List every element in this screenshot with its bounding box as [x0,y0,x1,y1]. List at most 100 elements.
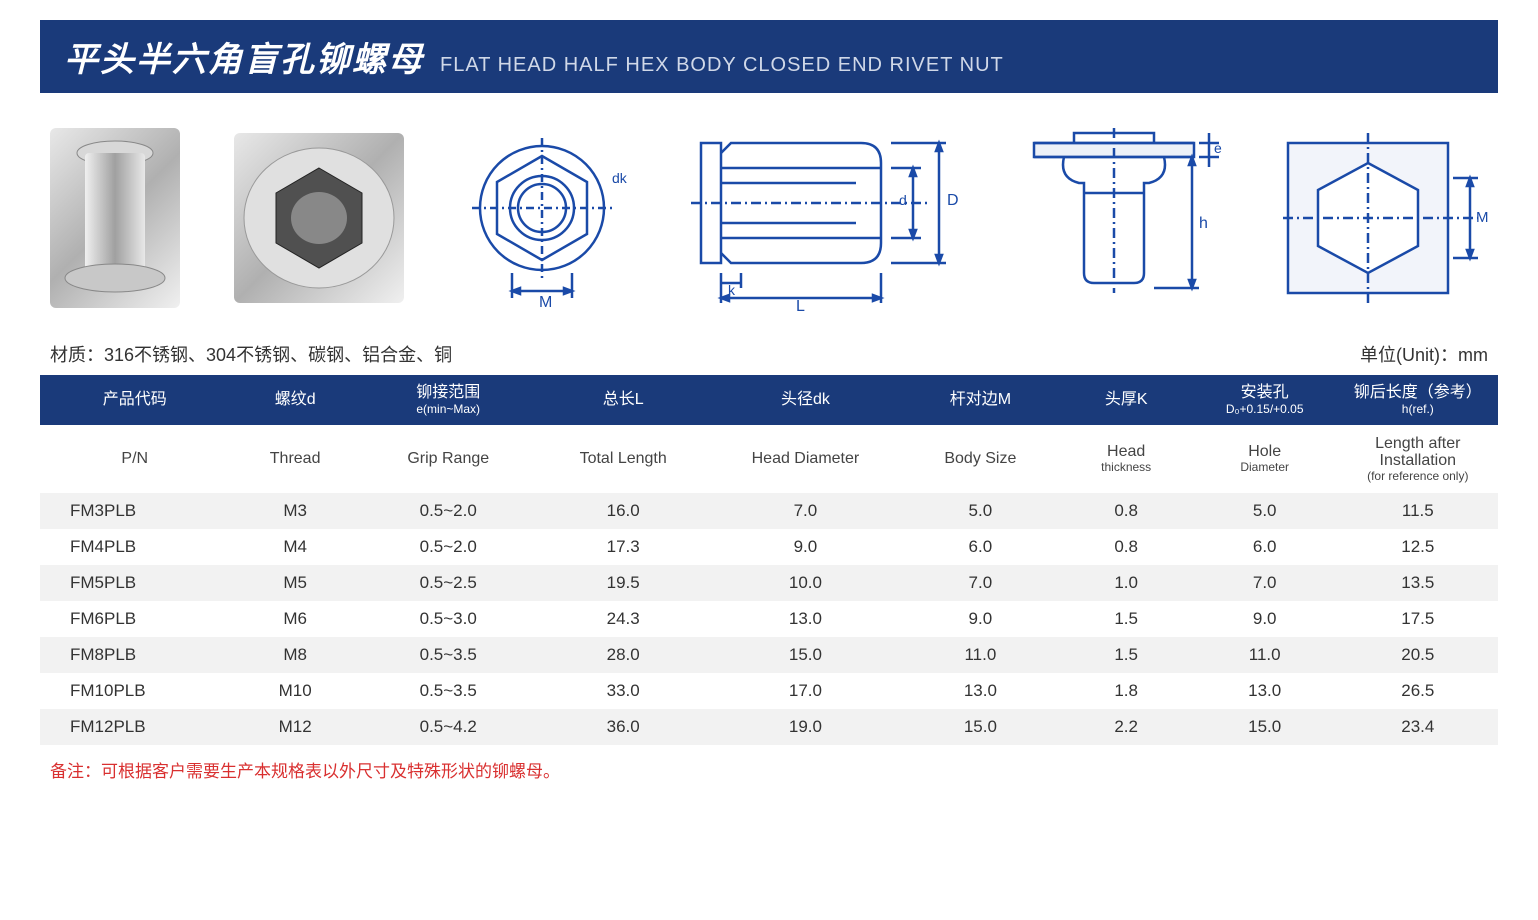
label-M: M [539,294,552,311]
table-header-cell-cn: 安装孔D₀+0.15/+0.05 [1192,375,1338,425]
table-cell: 33.0 [536,673,711,709]
table-cell: 11.0 [1192,637,1338,673]
table-cell: 19.0 [711,709,901,745]
table-row: FM5PLBM50.5~2.519.510.07.01.07.013.5 [40,565,1498,601]
table-header-cell-cn: 产品代码 [40,375,230,425]
table-header-cell-cn: 总长L [536,375,711,425]
table-header-en: P/NThreadGrip RangeTotal LengthHead Diam… [40,425,1498,493]
table-cell: 7.0 [711,493,901,529]
label-L: L [796,298,805,313]
table-cell: 28.0 [536,637,711,673]
diagram-hole-view: M₀ [1278,128,1488,308]
table-cell: 17.5 [1338,601,1498,637]
table-cell: 7.0 [1192,565,1338,601]
table-cell: 11.5 [1338,493,1498,529]
table-cell: 7.0 [900,565,1060,601]
table-cell: 5.0 [1192,493,1338,529]
table-row: FM8PLBM80.5~3.528.015.011.01.511.020.5 [40,637,1498,673]
table-cell: 26.5 [1338,673,1498,709]
table-cell: FM3PLB [40,493,230,529]
table-header-cell-en: Body Size [900,425,1060,493]
table-header-cell-en: Grip Range [361,425,536,493]
diagram-front-view: M dk [457,123,627,313]
table-cell: 0.5~2.0 [361,529,536,565]
table-row: FM12PLBM120.5~4.236.019.015.02.215.023.4 [40,709,1498,745]
table-row: FM4PLBM40.5~2.017.39.06.00.86.012.5 [40,529,1498,565]
table-cell: M5 [230,565,361,601]
table-cell: 15.0 [1192,709,1338,745]
table-cell: 6.0 [1192,529,1338,565]
table-cell: 0.8 [1061,493,1192,529]
table-cell: 17.3 [536,529,711,565]
table-cell: 13.5 [1338,565,1498,601]
table-cell: 9.0 [900,601,1060,637]
label-M0: M₀ [1476,209,1488,226]
table-cell: 0.5~3.5 [361,637,536,673]
label-h: h [1199,215,1208,232]
table-cell: 24.3 [536,601,711,637]
table-cell: M10 [230,673,361,709]
product-photo-top [234,133,404,303]
table-cell: 19.5 [536,565,711,601]
table-cell: 1.5 [1061,637,1192,673]
diagram-installed-view: e h [1024,123,1224,313]
diagram-side-view: k L d D [681,123,971,313]
table-header-cell-en: Headthickness [1061,425,1192,493]
table-header-cell-en: HoleDiameter [1192,425,1338,493]
label-k: k [728,282,736,298]
table-header-cell-cn: 头厚K [1061,375,1192,425]
table-cell: 9.0 [1192,601,1338,637]
product-photo-side [50,128,180,308]
table-cell: 6.0 [900,529,1060,565]
meta-row: 材质：316不锈钢、304不锈钢、碳钢、铝合金、铜 单位(Unit)：mm [40,333,1498,371]
table-cell: 0.8 [1061,529,1192,565]
title-english: FLAT HEAD HALF HEX BODY CLOSED END RIVET… [440,54,1004,77]
table-header-cell-en: P/N [40,425,230,493]
table-cell: M4 [230,529,361,565]
unit-label: 单位(Unit)：mm [1360,341,1488,367]
table-cell: 2.2 [1061,709,1192,745]
table-cell: 15.0 [900,709,1060,745]
table-header-cell-cn: 铆后长度（参考）h(ref.) [1338,375,1498,425]
table-cell: 17.0 [711,673,901,709]
table-cell: FM4PLB [40,529,230,565]
title-bar: 平头半六角盲孔铆螺母 FLAT HEAD HALF HEX BODY CLOSE… [40,20,1498,93]
table-cell: 9.0 [711,529,901,565]
table-cell: 23.4 [1338,709,1498,745]
table-header-cn: 产品代码螺纹d铆接范围e(min~Max)总长L头径dk杆对边M头厚K安装孔D₀… [40,375,1498,425]
table-cell: FM8PLB [40,637,230,673]
table-row: FM10PLBM100.5~3.533.017.013.01.813.026.5 [40,673,1498,709]
table-header-cell-cn: 铆接范围e(min~Max) [361,375,536,425]
table-cell: M8 [230,637,361,673]
table-cell: FM10PLB [40,673,230,709]
table-cell: 1.0 [1061,565,1192,601]
table-cell: 15.0 [711,637,901,673]
diagram-row: M dk [40,93,1498,333]
table-cell: M6 [230,601,361,637]
table-cell: 13.0 [1192,673,1338,709]
label-e: e [1214,140,1222,156]
table-cell: 0.5~4.2 [361,709,536,745]
table-cell: FM5PLB [40,565,230,601]
table-cell: 0.5~3.5 [361,673,536,709]
table-cell: 12.5 [1338,529,1498,565]
table-header-cell-en: Thread [230,425,361,493]
table-header-cell-en: Head Diameter [711,425,901,493]
table-header-cell-cn: 螺纹d [230,375,361,425]
table-body: FM3PLBM30.5~2.016.07.05.00.85.011.5FM4PL… [40,493,1498,745]
material-label: 材质：316不锈钢、304不锈钢、碳钢、铝合金、铜 [50,341,452,367]
table-cell: 10.0 [711,565,901,601]
table-cell: 11.0 [900,637,1060,673]
table-header-cell-en: Length after Installation(for reference … [1338,425,1498,493]
spec-table: 产品代码螺纹d铆接范围e(min~Max)总长L头径dk杆对边M头厚K安装孔D₀… [40,375,1498,745]
table-cell: FM6PLB [40,601,230,637]
title-chinese: 平头半六角盲孔铆螺母 [64,32,424,81]
table-cell: 20.5 [1338,637,1498,673]
table-cell: 5.0 [900,493,1060,529]
table-cell: 0.5~2.0 [361,493,536,529]
table-row: FM3PLBM30.5~2.016.07.05.00.85.011.5 [40,493,1498,529]
label-dk: dk [612,170,627,186]
table-cell: M12 [230,709,361,745]
label-d: d [899,192,907,208]
table-cell: 36.0 [536,709,711,745]
